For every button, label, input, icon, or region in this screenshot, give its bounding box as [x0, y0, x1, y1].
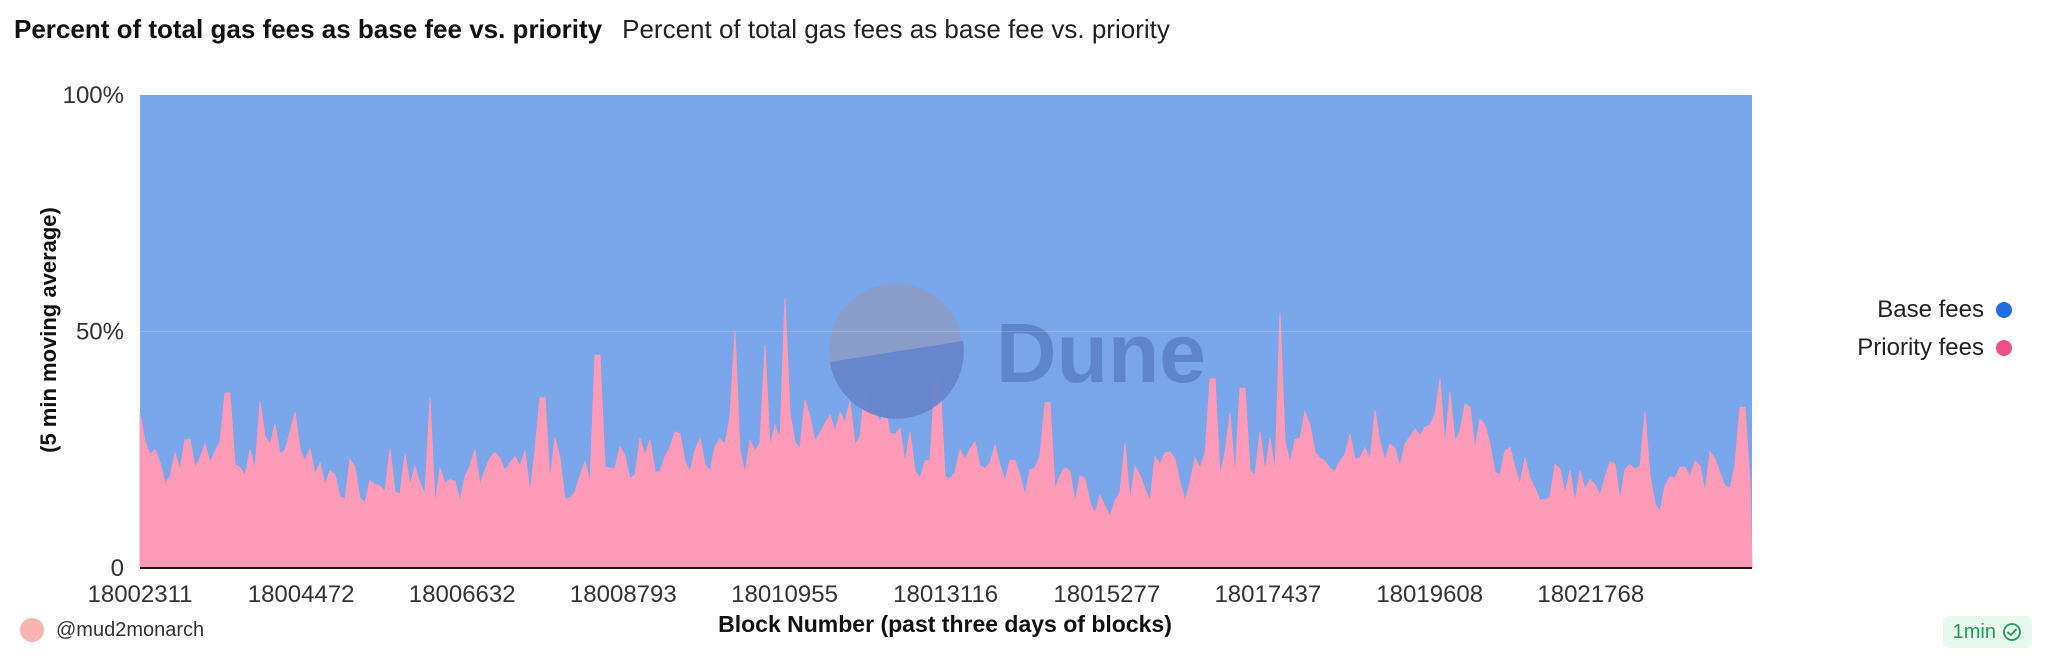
x-tick-label: 18013116	[893, 581, 998, 608]
legend-label-priority-fees: Priority fees	[1857, 334, 1984, 361]
x-tick-label: 18008793	[570, 581, 677, 608]
x-axis-label: Block Number (past three days of blocks)	[718, 611, 1172, 637]
y-tick-label: 0	[111, 555, 124, 582]
y-tick-label: 100%	[63, 82, 124, 109]
base-fees-dot-icon	[1996, 302, 2012, 318]
chart-legend: Base fees Priority fees	[1857, 296, 2012, 362]
chart-subtitle: Percent of total gas fees as base fee vs…	[622, 14, 1170, 44]
author-link[interactable]: @mud2monarch	[20, 618, 204, 642]
x-tick-label: 18010955	[731, 581, 838, 608]
legend-item-priority-fees[interactable]: Priority fees	[1857, 334, 2012, 362]
x-tick-label: 18006632	[409, 581, 516, 608]
check-circle-icon	[2003, 623, 2021, 641]
x-tick-label: 18017437	[1214, 581, 1321, 608]
author-name: @mud2monarch	[56, 618, 205, 641]
chart-header: Percent of total gas fees as base fee vs…	[14, 14, 1170, 54]
priority-fees-dot-icon	[1996, 340, 2012, 356]
x-tick-label: 18002311	[88, 581, 193, 608]
chart-title: Percent of total gas fees as base fee vs…	[14, 14, 603, 44]
y-axis-label: (5 min moving average)	[36, 207, 61, 453]
refresh-interval: 1min	[1952, 620, 1996, 643]
x-tick-label: 18019608	[1376, 581, 1483, 608]
avatar	[20, 618, 44, 642]
x-tick-label: 18015277	[1053, 581, 1160, 608]
x-tick-label: 18021768	[1537, 581, 1644, 608]
dune-watermark: Dune	[829, 284, 1206, 419]
x-tick-label: 18004472	[248, 581, 355, 608]
axes: 0 50% 100% 18002311 18004472 18006632 18008793…	[63, 82, 1752, 608]
y-tick-label: 50%	[76, 319, 124, 346]
dune-logo-slice	[830, 341, 964, 419]
plot-area	[139, 95, 1753, 569]
refresh-badge[interactable]: 1min	[1942, 616, 2032, 648]
priority-fees-area	[139, 298, 1753, 569]
legend-item-base-fees[interactable]: Base fees	[1877, 296, 2012, 324]
watermark-text: Dune	[996, 306, 1206, 400]
legend-label-base-fees: Base fees	[1877, 296, 1984, 323]
